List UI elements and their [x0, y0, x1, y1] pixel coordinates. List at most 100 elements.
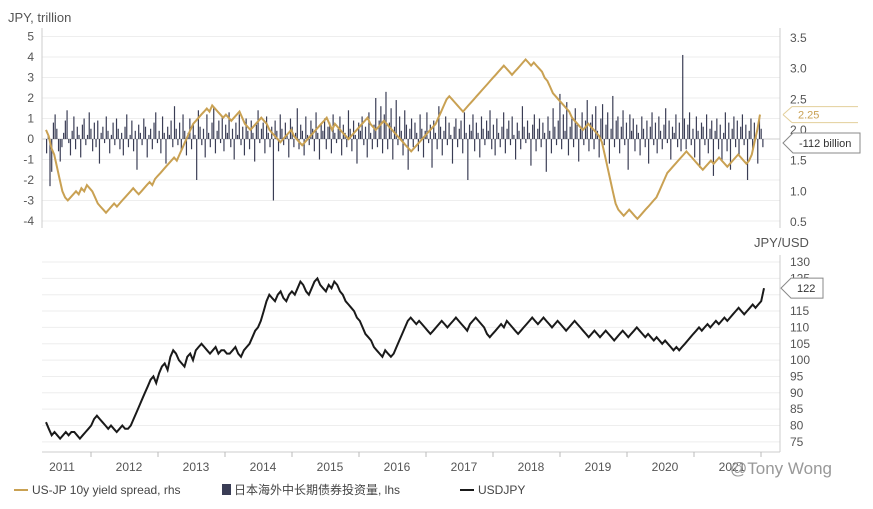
top-right-axis-ticks: 3.53.02.52.01.51.00.5 [790, 31, 807, 229]
bond-investment-bar [694, 139, 696, 158]
bond-investment-bar [100, 132, 102, 139]
bond-investment-bar [392, 139, 394, 160]
bond-investment-bar [122, 139, 124, 156]
bond-investment-bar [310, 120, 312, 139]
bond-investment-bar [86, 134, 89, 139]
bond-investment-bar [504, 139, 506, 154]
bond-investment-bar [412, 139, 414, 148]
bottom-right-tick-label: 80 [790, 419, 804, 433]
bond-investment-bar [559, 93, 561, 139]
bond-investment-bar [264, 139, 266, 154]
bond-investment-bar [156, 139, 159, 144]
bond-investment-bar [416, 132, 418, 139]
bond-investment-bar [460, 120, 462, 139]
bond-investment-bar [666, 139, 668, 144]
bond-investment-bar [721, 139, 723, 162]
bond-investment-bar [678, 122, 680, 139]
bond-investment-bar [619, 139, 621, 154]
bond-investment-bar [433, 120, 435, 139]
legend-label: USDJPY [478, 483, 525, 497]
bond-investment-bar [731, 128, 733, 139]
bond-investment-bar [634, 139, 636, 152]
bond-investment-bar [334, 132, 336, 139]
bond-investment-bar [161, 116, 164, 139]
bond-investment-bar [540, 139, 542, 148]
bond-investment-bars [46, 54, 764, 201]
x-axis-year-ticks: 2011 2012 2013 2014 2015 2016 2017 2018 2019 2020… [49, 452, 762, 474]
bond-investment-bar [266, 116, 268, 139]
bond-investment-bar [646, 120, 648, 139]
bond-investment-bar [381, 139, 384, 154]
bond-investment-bar [700, 122, 703, 139]
bond-investment-bar [711, 120, 713, 139]
bond-investment-bar [51, 139, 53, 172]
bond-investment-bar [475, 122, 477, 139]
bond-investment-bar [112, 122, 114, 139]
bond-investment-bar [492, 124, 495, 139]
bond-investment-bar [574, 108, 576, 139]
bond-investment-bar [226, 132, 228, 139]
bond-investment-bar [143, 118, 145, 139]
bond-investment-bar [547, 116, 549, 139]
bond-investment-bar [349, 128, 351, 139]
top-left-tick-label: 2 [27, 91, 34, 105]
bond-investment-bar [550, 139, 553, 154]
bond-investment-bar [214, 139, 217, 154]
bond-investment-bar [617, 116, 619, 139]
bond-investment-bar [49, 139, 51, 187]
bond-investment-bar [567, 139, 570, 156]
bond-investment-bar [245, 118, 247, 139]
bond-investment-bar [68, 139, 70, 144]
bond-investment-bar [407, 139, 409, 170]
bond-investment-bar [735, 139, 737, 148]
bond-investment-bar [172, 139, 174, 148]
bond-investment-bar [482, 128, 484, 139]
top-panel-annotations: 2.25 -112 billion [782, 106, 861, 154]
bond-investment-bar [199, 126, 201, 139]
bond-investment-bar [572, 139, 575, 148]
bond-investment-bar [221, 116, 223, 139]
bond-investment-bar [446, 139, 448, 146]
bond-investment-bar [641, 116, 643, 139]
bond-investment-bar [126, 114, 128, 139]
bond-investment-bar [308, 139, 310, 146]
bond-investment-bar [180, 139, 182, 152]
bond-investment-bar [352, 120, 355, 139]
bond-investment-bar [66, 110, 68, 139]
bond-investment-bar [121, 132, 123, 139]
bond-investment-bar [441, 139, 443, 156]
bond-investment-bar [752, 139, 754, 152]
bond-investment-bar [479, 139, 481, 158]
bond-investment-bar [545, 139, 547, 172]
bond-investment-bar [235, 122, 237, 139]
bond-investment-bar [281, 128, 283, 139]
bond-investment-bar [431, 139, 433, 168]
bond-investment-bar [385, 91, 387, 139]
bond-investment-bar [477, 132, 479, 139]
bond-investment-bar [608, 139, 610, 164]
bond-investment-bar [516, 122, 518, 139]
x-tick-label: 2021 [719, 460, 746, 474]
bond-investment-bar [717, 139, 720, 150]
x-tick-label: 2015 [317, 460, 344, 474]
bond-investment-bar [361, 116, 363, 139]
bond-investment-bar [103, 139, 106, 144]
bond-investment-bar [544, 132, 546, 139]
bond-investment-bar [530, 139, 532, 166]
bond-investment-bar [491, 139, 493, 150]
bottom-right-tick-label: 130 [790, 255, 810, 269]
bond-investment-bar [201, 139, 203, 146]
bond-investment-bar [753, 122, 755, 139]
top-left-tick-label: -2 [23, 173, 34, 187]
bond-investment-bar [95, 139, 97, 148]
bond-investment-bar [518, 130, 520, 139]
bond-investment-bar [102, 126, 104, 139]
bottom-panel-gridlines [42, 255, 781, 453]
top-left-tick-label: -1 [23, 153, 34, 167]
bond-investment-bar [83, 118, 85, 139]
bond-investment-bar [335, 139, 338, 144]
top-right-tick-label: 2.5 [790, 92, 807, 106]
bond-investment-bar [347, 110, 350, 139]
bond-investment-bar [601, 104, 604, 139]
bond-investment-bar [404, 110, 406, 139]
